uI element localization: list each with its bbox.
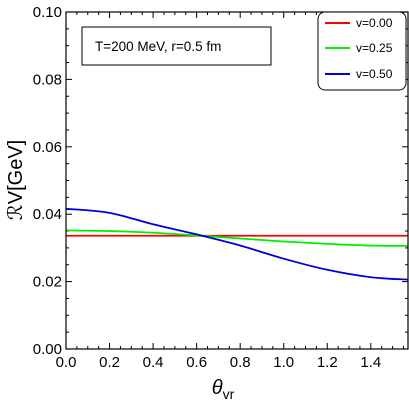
axis-tick-labels: 0.0 0.2 0.4 0.6 0.8 1.0 1.2 1.4 0.00 0.02 0.04 0.06… bbox=[33, 4, 381, 371]
series-line-v025 bbox=[65, 229, 409, 247]
legend-label-v025: v=0.25 bbox=[356, 41, 393, 55]
y-tick-label: 0.08 bbox=[33, 71, 62, 88]
y-tick-label: 0.04 bbox=[33, 206, 62, 223]
y-tick-label: 0.06 bbox=[33, 139, 62, 156]
x-tick-label: 0.0 bbox=[56, 354, 77, 371]
legend: v=0.00 v=0.25 v=0.50 bbox=[317, 11, 407, 91]
legend-label-v000: v=0.00 bbox=[356, 16, 393, 30]
x-tick-label: 1.0 bbox=[273, 354, 294, 371]
x-tick-label: 0.2 bbox=[99, 354, 120, 371]
x-axis-title-sub: vr bbox=[223, 386, 235, 402]
y-tick-label: 0.02 bbox=[33, 274, 62, 291]
x-tick-label: 1.2 bbox=[317, 354, 338, 371]
annotation-box: T=200 MeV, r=0.5 fm bbox=[81, 26, 272, 66]
series-lines bbox=[65, 207, 409, 281]
x-axis-title: θvr bbox=[212, 377, 235, 402]
legend-frame bbox=[317, 11, 407, 91]
y-tick-label: 0.00 bbox=[33, 341, 62, 358]
x-tick-label: 0.4 bbox=[143, 354, 164, 371]
y-axis-title: ℛV[GeV] bbox=[5, 140, 27, 220]
x-axis-title-main: θ bbox=[212, 377, 223, 399]
y-tick-label: 0.10 bbox=[33, 4, 62, 21]
series-line-v050 bbox=[65, 207, 409, 281]
x-tick-label: 0.6 bbox=[186, 354, 207, 371]
plot-frame bbox=[65, 11, 409, 350]
annotation-frame bbox=[81, 26, 272, 66]
x-tick-label: 0.8 bbox=[230, 354, 251, 371]
legend-label-v050: v=0.50 bbox=[356, 67, 393, 81]
annotation-text: T=200 MeV, r=0.5 fm bbox=[95, 39, 221, 54]
x-tick-label: 1.4 bbox=[360, 354, 381, 371]
